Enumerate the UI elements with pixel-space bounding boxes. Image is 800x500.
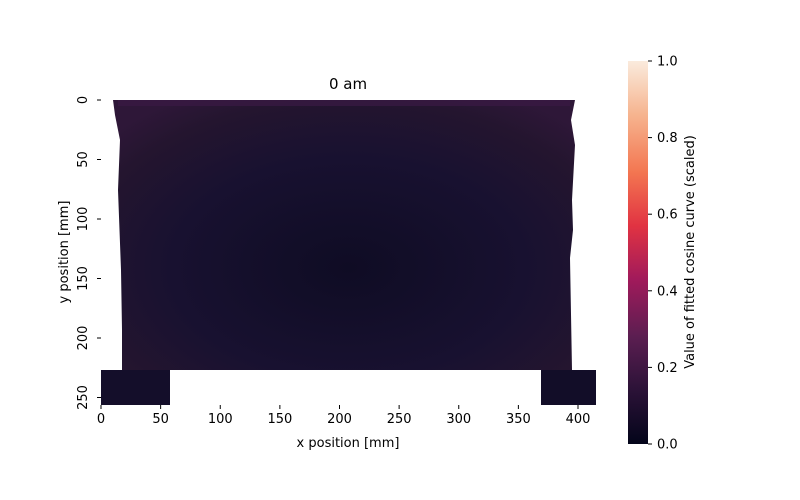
- x-tick-label: 400: [566, 412, 591, 427]
- x-axis-label: x position [mm]: [297, 436, 400, 451]
- colorbar-tick-label: 0.4: [657, 284, 678, 299]
- y-tick-label: 100: [76, 207, 91, 232]
- x-tick-label: 150: [267, 412, 292, 427]
- heatmap-cells: [101, 100, 596, 405]
- colorbar-tick-label: 0.6: [657, 208, 678, 223]
- colorbar: [628, 61, 648, 444]
- colorbar-axis: 0.0 0.2 0.4 0.6 0.8 1.0: [648, 55, 678, 453]
- y-tick-label: 250: [76, 385, 91, 410]
- x-tick-label: 300: [446, 412, 471, 427]
- heatmap-left-foot: [101, 370, 170, 405]
- y-tick-label: 0: [76, 96, 91, 104]
- heatmap-right-foot: [541, 370, 596, 405]
- x-tick-label: 0: [97, 412, 105, 427]
- x-tick-label: 100: [208, 412, 233, 427]
- heatmap-main-block: [101, 100, 596, 405]
- x-axis: 0 50 100 150 200 250 300 350 400: [97, 405, 591, 427]
- y-tick-label: 150: [76, 266, 91, 291]
- y-axis-label: y position [mm]: [57, 201, 72, 304]
- y-tick-label: 200: [76, 326, 91, 351]
- x-tick-label: 200: [327, 412, 352, 427]
- x-tick-label: 50: [152, 412, 169, 427]
- chart-title: 0 am: [329, 75, 367, 93]
- colorbar-label: Value of fitted cosine curve (scaled): [683, 135, 698, 369]
- x-tick-label: 350: [506, 412, 531, 427]
- heatmap-top-edge: [118, 100, 570, 106]
- y-axis: 0 50 100 150 200 250: [76, 96, 101, 410]
- colorbar-tick-label: 0.8: [657, 131, 678, 146]
- y-tick-label: 50: [76, 151, 91, 168]
- colorbar-tick-label: 0.2: [657, 361, 678, 376]
- colorbar-tick-label: 0.0: [657, 438, 678, 453]
- x-tick-label: 250: [387, 412, 412, 427]
- colorbar-tick-label: 1.0: [657, 55, 678, 70]
